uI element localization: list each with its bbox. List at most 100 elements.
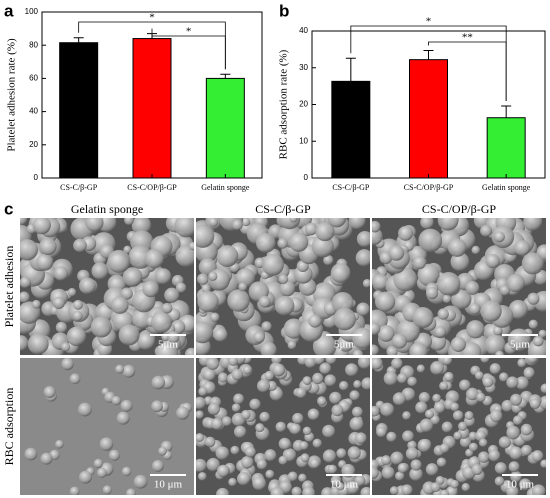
cell xyxy=(459,436,472,448)
cell xyxy=(312,334,337,355)
cell xyxy=(426,286,439,300)
cell xyxy=(20,239,39,261)
cell xyxy=(355,249,370,267)
y-tick-label: 80 xyxy=(29,40,38,49)
cell xyxy=(307,408,320,421)
cell xyxy=(232,219,243,231)
cell xyxy=(233,393,245,405)
sem-image xyxy=(372,358,546,495)
cell xyxy=(125,488,136,495)
cell xyxy=(196,396,206,410)
cell xyxy=(107,249,131,273)
cell xyxy=(474,371,484,380)
cell xyxy=(478,438,488,448)
cell xyxy=(221,416,232,427)
cell xyxy=(519,478,532,491)
cell xyxy=(73,238,87,253)
cell xyxy=(372,220,381,233)
cell xyxy=(372,405,380,417)
y-tick-label: 100 xyxy=(25,7,39,16)
cell xyxy=(532,335,544,347)
cell xyxy=(327,464,338,474)
cell xyxy=(60,342,71,352)
cell xyxy=(120,399,133,412)
cell xyxy=(381,466,395,480)
cell xyxy=(523,218,543,231)
cell xyxy=(436,457,447,468)
cell xyxy=(116,411,130,425)
cell xyxy=(275,421,287,433)
cell xyxy=(420,218,434,230)
cell xyxy=(53,266,69,281)
y-axis-label: Platelet adhesion rate (%) xyxy=(6,38,18,152)
cell xyxy=(131,218,152,236)
cell xyxy=(304,222,318,236)
cell xyxy=(439,443,450,454)
cell xyxy=(242,365,252,375)
cell xyxy=(175,244,194,267)
cell xyxy=(329,391,342,405)
cell xyxy=(441,421,453,433)
cell xyxy=(208,218,219,227)
y-tick-label: 20 xyxy=(299,100,308,109)
cell xyxy=(484,334,506,355)
cell xyxy=(31,299,41,309)
cell xyxy=(27,333,49,355)
cell xyxy=(405,447,419,460)
cell xyxy=(515,376,529,390)
cell xyxy=(372,273,389,290)
cell xyxy=(425,463,439,476)
cell xyxy=(357,358,370,369)
cell xyxy=(450,336,466,352)
cell xyxy=(309,458,320,469)
cell xyxy=(118,324,140,346)
cell xyxy=(509,446,523,460)
cell xyxy=(372,322,381,336)
cell xyxy=(339,380,349,391)
cell xyxy=(494,476,505,486)
cell xyxy=(386,431,397,442)
cell xyxy=(102,485,112,495)
cell xyxy=(322,424,336,438)
cell xyxy=(506,376,519,389)
cell xyxy=(480,224,493,237)
cell xyxy=(208,271,218,282)
cell xyxy=(151,400,163,413)
cell xyxy=(480,300,502,322)
cell xyxy=(392,392,406,406)
cell xyxy=(372,344,379,355)
cell xyxy=(230,445,240,455)
cell xyxy=(55,321,68,334)
cell xyxy=(111,395,121,406)
cell xyxy=(489,409,503,423)
cell xyxy=(124,218,134,226)
cell xyxy=(176,406,190,420)
cell xyxy=(453,431,462,441)
cell xyxy=(231,368,244,381)
cell xyxy=(24,447,38,461)
cell xyxy=(372,358,383,370)
significance-label: * xyxy=(186,26,192,38)
cell xyxy=(184,347,194,355)
cell xyxy=(355,432,367,444)
cell xyxy=(372,466,379,479)
cell xyxy=(231,403,241,413)
cell xyxy=(401,484,413,495)
cell xyxy=(258,295,271,308)
cell xyxy=(529,398,541,410)
cell xyxy=(151,375,166,390)
column-header: CS-C/OP/β-GP xyxy=(422,202,496,216)
significance-bracket xyxy=(428,41,507,101)
cell xyxy=(308,314,322,328)
cell xyxy=(430,415,440,425)
cell xyxy=(433,401,446,414)
cell xyxy=(465,281,480,295)
cell xyxy=(336,448,347,459)
cell xyxy=(270,487,285,495)
cell xyxy=(197,273,209,285)
cell xyxy=(469,303,481,315)
cell xyxy=(238,282,248,292)
significance-label: * xyxy=(426,16,432,28)
cell xyxy=(240,455,254,469)
cell xyxy=(175,282,187,293)
